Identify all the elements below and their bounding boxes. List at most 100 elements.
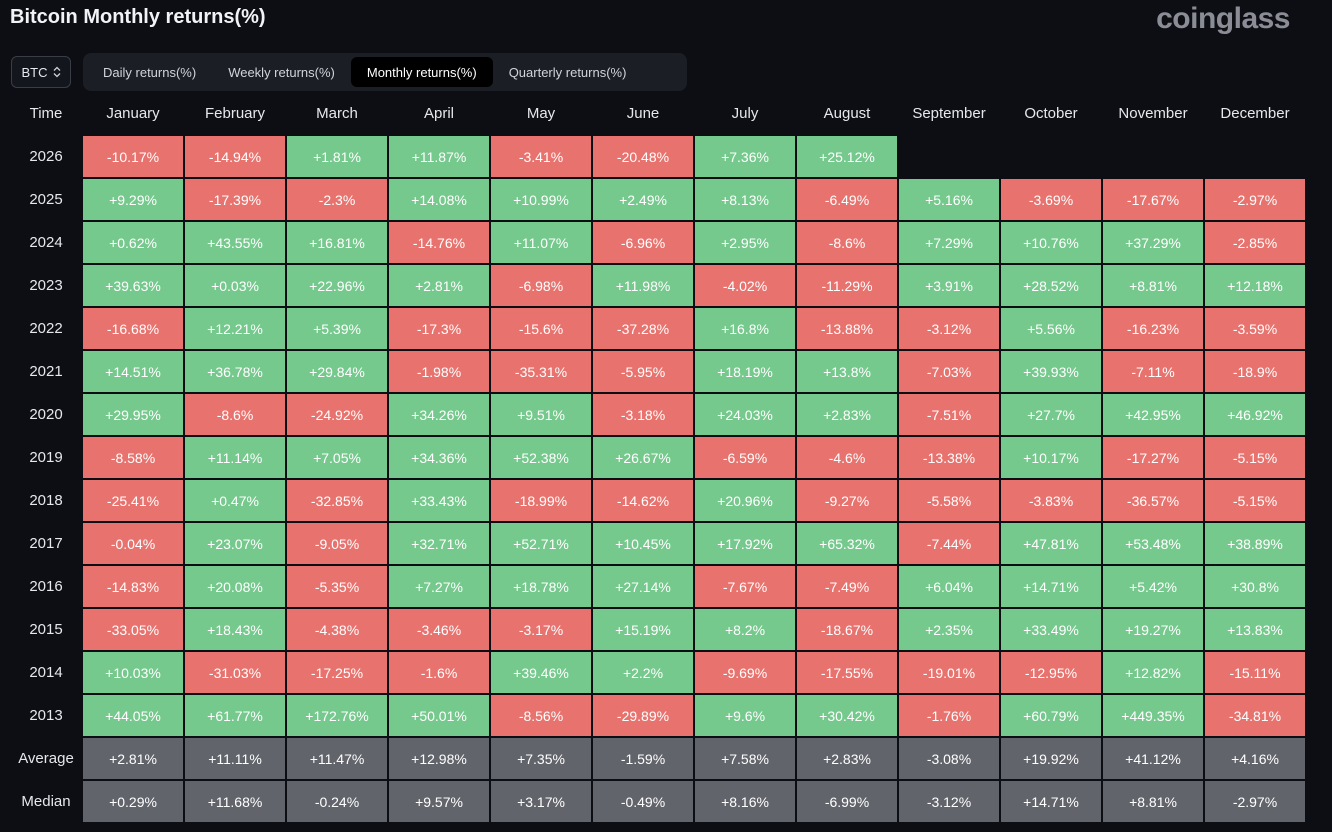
return-cell: -6.49% [796, 178, 898, 221]
return-cell: +34.26% [388, 393, 490, 436]
return-cell: +65.32% [796, 522, 898, 565]
summary-cell: +19.92% [1000, 737, 1102, 780]
coin-select[interactable]: BTC [11, 56, 71, 88]
return-cell: -7.49% [796, 565, 898, 608]
summary-cell: +7.35% [490, 737, 592, 780]
tab-daily-returns[interactable]: Daily returns(%) [103, 64, 197, 80]
empty-cell [1000, 135, 1102, 178]
page-title: Bitcoin Monthly returns(%) [10, 6, 266, 28]
tab-weekly-returns[interactable]: Weekly returns(%) [228, 64, 335, 80]
return-cell: +1.81% [286, 135, 388, 178]
return-cell: -1.6% [388, 651, 490, 694]
column-header: December [1220, 105, 1290, 122]
column-header: January [106, 105, 160, 122]
return-cell: -5.15% [1204, 479, 1306, 522]
return-cell: -3.41% [490, 135, 592, 178]
return-cell: -8.6% [184, 393, 286, 436]
return-cell: +12.82% [1102, 651, 1204, 694]
summary-cell: +3.17% [490, 780, 592, 823]
summary-cell: +7.58% [694, 737, 796, 780]
column-header: May [526, 105, 556, 122]
returns-table: Time January February March April May June July… [10, 92, 1306, 823]
return-cell: +0.47% [184, 479, 286, 522]
return-cell: +8.81% [1102, 264, 1204, 307]
return-cell: -15.6% [490, 307, 592, 350]
return-cell: -17.55% [796, 651, 898, 694]
return-cell: +2.49% [592, 178, 694, 221]
return-cell: -13.38% [898, 436, 1000, 479]
summary-cell: +12.98% [388, 737, 490, 780]
return-cell: +8.2% [694, 608, 796, 651]
return-cell: -1.76% [898, 694, 1000, 737]
return-cell: +0.62% [82, 221, 184, 264]
return-cell: +14.08% [388, 178, 490, 221]
return-cell: +18.78% [490, 565, 592, 608]
return-cell: +43.55% [184, 221, 286, 264]
return-cell: +32.71% [388, 522, 490, 565]
return-cell: +8.13% [694, 178, 796, 221]
return-cell: -5.95% [592, 350, 694, 393]
return-cell: -0.04% [82, 522, 184, 565]
return-cell: -18.9% [1204, 350, 1306, 393]
return-cell: -5.58% [898, 479, 1000, 522]
row-label-year: 2019 [29, 449, 63, 466]
column-header: June [626, 105, 660, 122]
return-cell: -7.51% [898, 393, 1000, 436]
return-cell: +11.07% [490, 221, 592, 264]
return-cell: -3.46% [388, 608, 490, 651]
return-cell: +2.95% [694, 221, 796, 264]
return-cell: -24.92% [286, 393, 388, 436]
return-cell: +12.21% [184, 307, 286, 350]
return-cell: -7.03% [898, 350, 1000, 393]
return-cell: -8.56% [490, 694, 592, 737]
row-label-year: 2026 [29, 148, 63, 165]
return-cell: +10.03% [82, 651, 184, 694]
return-cell: -9.05% [286, 522, 388, 565]
return-cell: +10.76% [1000, 221, 1102, 264]
return-cell: -6.96% [592, 221, 694, 264]
return-cell: +22.96% [286, 264, 388, 307]
return-cell: -16.68% [82, 307, 184, 350]
return-cell: +12.18% [1204, 264, 1306, 307]
summary-cell: -2.97% [1204, 780, 1306, 823]
return-cell: +11.14% [184, 436, 286, 479]
return-cell: +5.42% [1102, 565, 1204, 608]
return-cell: -34.81% [1204, 694, 1306, 737]
summary-cell: -0.49% [592, 780, 694, 823]
row-label-year: 2025 [29, 191, 63, 208]
return-cell: +18.43% [184, 608, 286, 651]
return-cell: -3.69% [1000, 178, 1102, 221]
return-cell: -2.97% [1204, 178, 1306, 221]
return-cell: -5.35% [286, 565, 388, 608]
row-label-year: 2015 [29, 621, 63, 638]
return-cell: +17.92% [694, 522, 796, 565]
return-cell: +20.96% [694, 479, 796, 522]
row-label-year: 2016 [29, 578, 63, 595]
tab-monthly-returns[interactable]: Monthly returns(%) [350, 57, 493, 87]
return-cell: +5.39% [286, 307, 388, 350]
return-cell: -5.15% [1204, 436, 1306, 479]
return-cell: +25.12% [796, 135, 898, 178]
return-cell: +44.05% [82, 694, 184, 737]
return-cell: -10.17% [82, 135, 184, 178]
return-cell: -17.25% [286, 651, 388, 694]
return-cell: -14.76% [388, 221, 490, 264]
return-cell: +7.05% [286, 436, 388, 479]
return-cell: +34.36% [388, 436, 490, 479]
tab-quarterly-returns[interactable]: Quarterly returns(%) [508, 64, 627, 80]
return-cell: +27.7% [1000, 393, 1102, 436]
summary-cell: +8.16% [694, 780, 796, 823]
return-cell: +9.29% [82, 178, 184, 221]
returns-period-tabs: Daily returns(%) Weekly returns(%) Month… [83, 53, 687, 91]
column-header: March [316, 105, 358, 122]
return-cell: -7.11% [1102, 350, 1204, 393]
summary-cell: -3.12% [898, 780, 1000, 823]
row-label-year: 2023 [29, 277, 63, 294]
return-cell: -25.41% [82, 479, 184, 522]
summary-cell: +11.11% [184, 737, 286, 780]
return-cell: +0.03% [184, 264, 286, 307]
return-cell: -14.94% [184, 135, 286, 178]
return-cell: -9.27% [796, 479, 898, 522]
summary-cell: +11.47% [286, 737, 388, 780]
return-cell: +449.35% [1102, 694, 1204, 737]
